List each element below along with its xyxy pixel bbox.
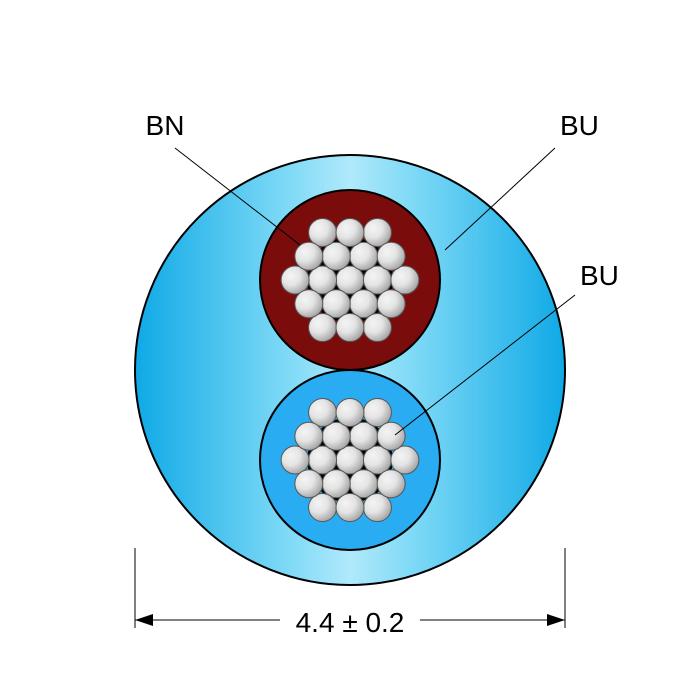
strand [309, 266, 337, 294]
strand [295, 290, 323, 318]
strand [322, 242, 350, 270]
label-bu1: BU [560, 110, 599, 141]
dimension-text: 4.4 ± 0.2 [296, 607, 405, 638]
strand [336, 266, 364, 294]
strand [350, 422, 378, 450]
strand [336, 446, 364, 474]
strand [309, 494, 337, 522]
strand [309, 314, 337, 342]
label-bu2: BU [580, 260, 619, 291]
strand [322, 290, 350, 318]
strand [363, 398, 391, 426]
strand [391, 446, 419, 474]
strand [363, 314, 391, 342]
strand [322, 422, 350, 450]
strand [363, 266, 391, 294]
strand [377, 242, 405, 270]
strand [295, 470, 323, 498]
strand [336, 218, 364, 246]
strand [336, 398, 364, 426]
strand [309, 398, 337, 426]
strand [363, 218, 391, 246]
strand [377, 290, 405, 318]
strand [295, 242, 323, 270]
strand [363, 494, 391, 522]
strand [350, 290, 378, 318]
strand [336, 314, 364, 342]
strand [363, 446, 391, 474]
strand [281, 266, 309, 294]
label-bn: BN [146, 110, 185, 141]
strand [295, 422, 323, 450]
strand [322, 470, 350, 498]
strand [281, 446, 309, 474]
strand [309, 446, 337, 474]
strand [350, 470, 378, 498]
strand [336, 494, 364, 522]
strand [309, 218, 337, 246]
strand [350, 242, 378, 270]
strand [391, 266, 419, 294]
strand [377, 422, 405, 450]
strand [377, 470, 405, 498]
